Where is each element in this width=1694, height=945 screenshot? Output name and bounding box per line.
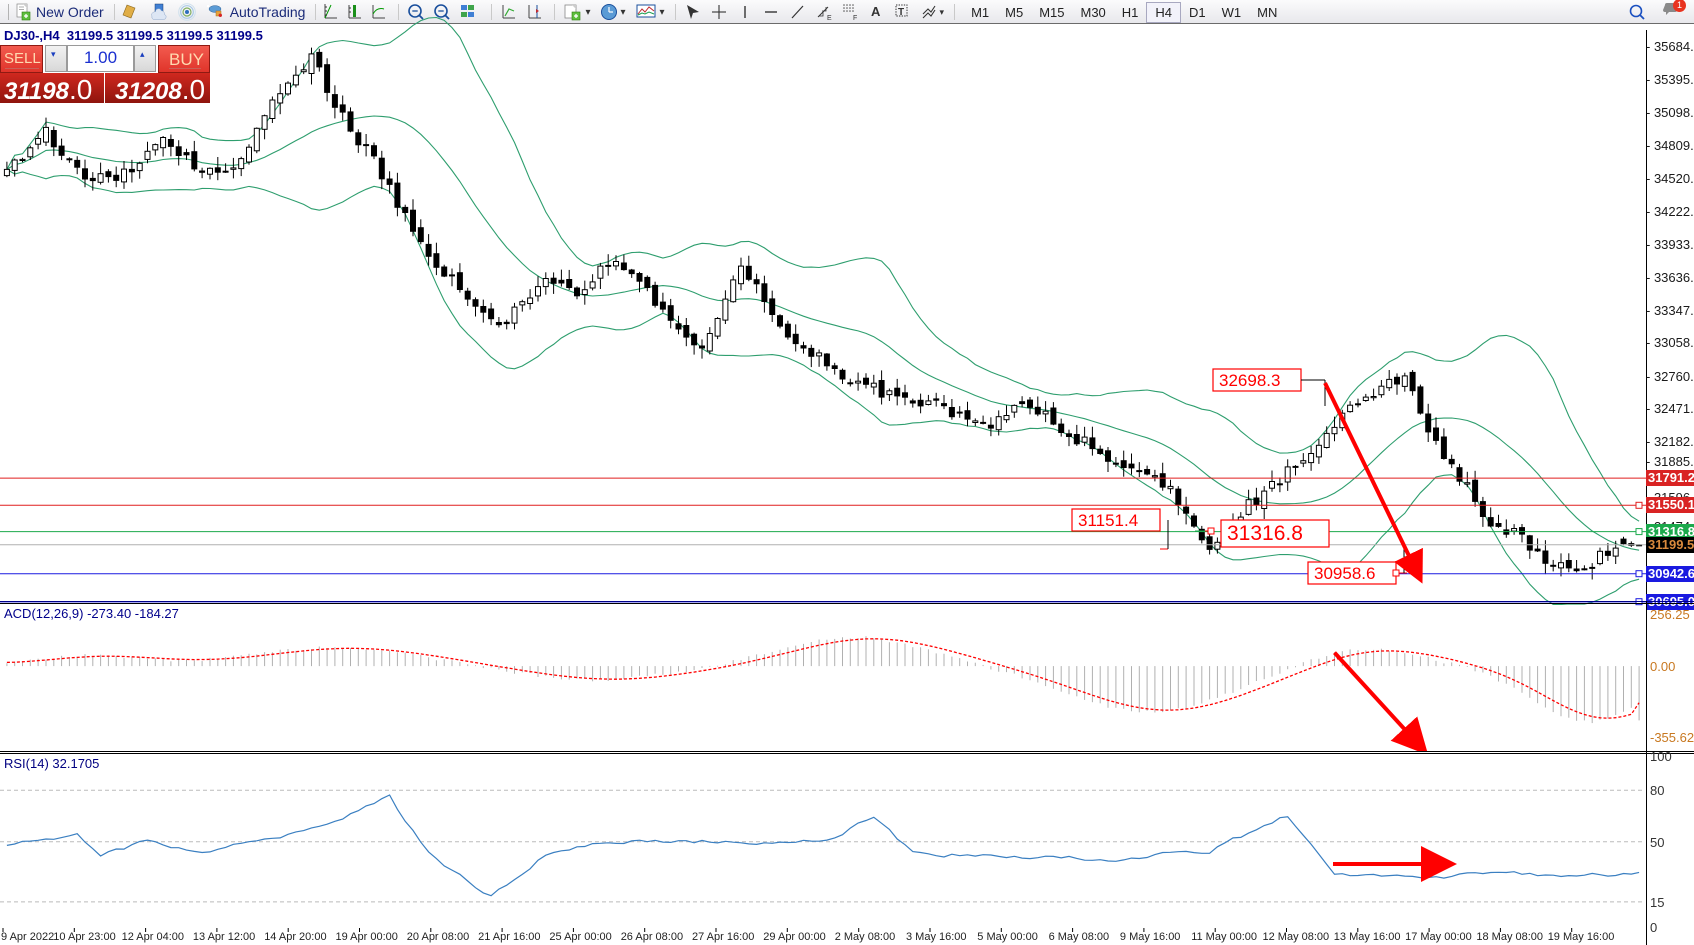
svg-text:32698.3: 32698.3 (1219, 371, 1280, 390)
svg-text:31151.4: 31151.4 (1078, 511, 1138, 530)
svg-text:30958.6: 30958.6 (1314, 564, 1375, 583)
svg-text:31316.8: 31316.8 (1227, 522, 1303, 545)
